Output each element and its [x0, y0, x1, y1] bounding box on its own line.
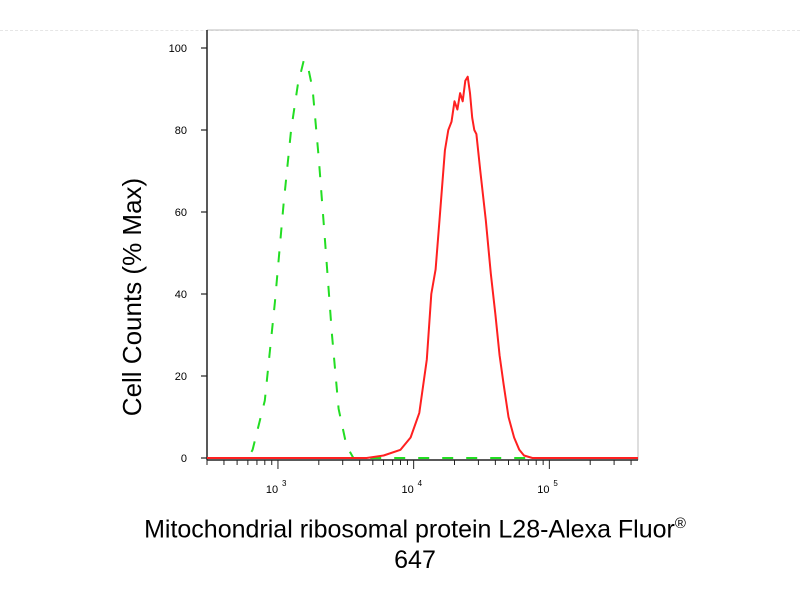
x-axis-label-line2: 647	[394, 546, 436, 574]
x-axis-label: Mitochondrial ribosomal protein L28-Alex…	[40, 509, 790, 544]
y-axis-label: Cell Counts (% Max)	[117, 178, 147, 416]
x-tick-exponent: 3	[282, 479, 287, 488]
x-tick-exponent: 5	[553, 479, 558, 488]
x-axis-label-line1: Mitochondrial ribosomal protein L28-Alex…	[144, 515, 675, 544]
series-control-dashed	[207, 59, 638, 459]
y-tick-label: 0	[181, 453, 187, 465]
y-tick-label: 80	[175, 125, 187, 137]
y-tick-label: 40	[175, 289, 187, 301]
x-tick-label: 10	[537, 484, 549, 496]
y-tick-label: 60	[175, 207, 187, 219]
registered-mark: ®	[674, 515, 686, 532]
x-tick-label: 10	[402, 484, 414, 496]
y-tick-label: 100	[169, 43, 187, 55]
series-sample-solid	[207, 75, 638, 459]
x-tick-label: 10	[266, 484, 278, 496]
x-tick-exponent: 4	[418, 479, 423, 488]
y-tick-label: 20	[175, 371, 187, 383]
